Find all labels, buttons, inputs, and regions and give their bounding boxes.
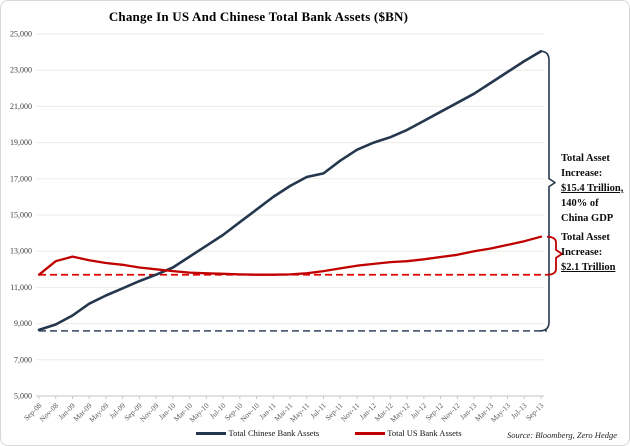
x-tick-label: Nov-10 xyxy=(238,401,261,424)
x-tick-label: May-11 xyxy=(288,401,311,424)
series-line-total-us-bank-assets xyxy=(37,235,543,276)
legend-item-china: Total Chinese Bank Assets xyxy=(196,428,319,438)
y-tick-label: 23,000 xyxy=(10,66,32,75)
y-tick-label: 11,000 xyxy=(10,283,32,292)
x-tick-label: May-13 xyxy=(489,401,512,424)
annotation-line: Total Asset xyxy=(561,232,610,243)
y-tick-label: 7,000 xyxy=(14,355,32,364)
x-tick-label: Nov-09 xyxy=(138,401,161,424)
x-tick-label: May-12 xyxy=(388,401,411,424)
chart-legend: Total Chinese Bank Assets Total US Bank … xyxy=(69,428,589,438)
chart-title: Change In US And Chinese Total Bank Asse… xyxy=(108,9,409,24)
annotation-line: 140% of xyxy=(561,198,599,209)
annotation-line: Increase: xyxy=(561,168,603,179)
x-tick-label: Sep-13 xyxy=(524,401,546,423)
legend-line-us-icon xyxy=(355,431,386,435)
y-tick-label: 13,000 xyxy=(10,247,32,256)
annotation-line: $2.1 Trillion xyxy=(561,262,616,273)
legend-label-us: Total US Bank Assets xyxy=(387,428,462,438)
x-tick-label: May-09 xyxy=(87,401,110,424)
y-tick-label: 21,000 xyxy=(10,102,32,111)
annotation-line: China GDP xyxy=(561,213,614,224)
annotation-china-increase: Total Asset Increase: $15.4 Trillion, 14… xyxy=(561,151,629,226)
legend-label-china: Total Chinese Bank Assets xyxy=(228,428,320,438)
annotation-line: Total Asset xyxy=(561,153,610,164)
annotation-line: $15.4 Trillion, xyxy=(561,183,624,194)
brace-total-us-bank-assets xyxy=(546,235,563,276)
annotation-us-increase: Total Asset Increase: $2.1 Trillion xyxy=(561,230,629,275)
x-tick-label: Nov-11 xyxy=(339,401,362,424)
brace-total-chinese-bank-assets xyxy=(539,50,556,332)
y-tick-label: 5,000 xyxy=(14,392,32,401)
y-tick-label: 17,000 xyxy=(10,174,32,183)
series-line-total-chinese-bank-assets xyxy=(37,49,543,332)
x-tick-label: Nov-08 xyxy=(38,401,61,424)
legend-line-china-icon xyxy=(196,431,227,435)
annotation-line: Increase: xyxy=(561,247,603,258)
y-tick-label: 15,000 xyxy=(10,211,32,220)
legend-item-us: Total US Bank Assets xyxy=(355,428,462,438)
y-tick-label: 25,000 xyxy=(10,30,32,39)
y-tick-label: 9,000 xyxy=(14,319,32,328)
x-tick-label: Nov-12 xyxy=(439,401,462,424)
y-tick-label: 19,000 xyxy=(10,138,32,147)
source-credit: Source: Bloomberg, Zero Hedge xyxy=(506,430,617,440)
x-tick-label: May-10 xyxy=(188,401,211,424)
